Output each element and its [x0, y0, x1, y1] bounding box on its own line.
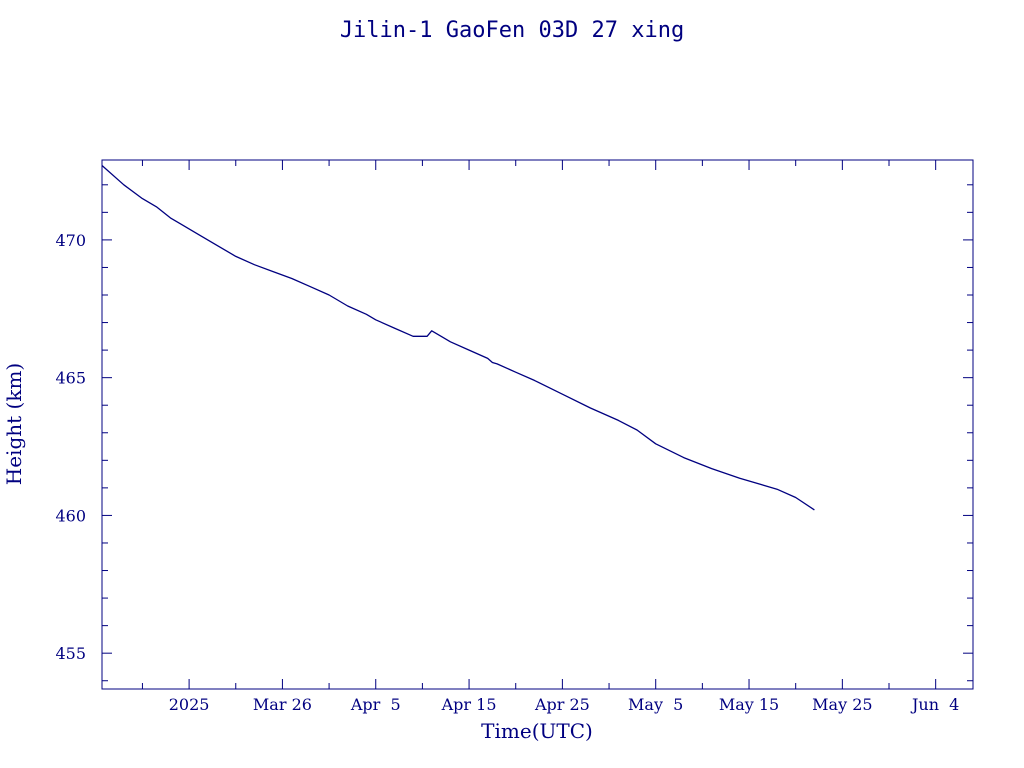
x-tick-label: 2025 [169, 695, 210, 714]
x-tick-label: Apr 15 [441, 695, 497, 714]
x-tick-label: May 5 [628, 695, 683, 714]
height-series-line [101, 165, 815, 511]
x-axis: 2025 Mar 26 Apr 5 Apr 15 Apr 25 May 5 May 15 Ma… [141, 160, 959, 714]
x-tick-label: Apr 5 [350, 695, 401, 714]
x-tick-label: Apr 25 [534, 695, 590, 714]
x-axis-label: Time(UTC) [481, 719, 593, 743]
y-tick-label: 455 [55, 644, 86, 663]
chart-title: Jilin-1 GaoFen 03D 27 xing [340, 18, 684, 43]
y-axis-label: Height (km) [2, 363, 26, 485]
x-tick-label: May 15 [719, 695, 779, 714]
y-tick-label: 465 [55, 369, 86, 388]
y-tick-label: 470 [55, 231, 86, 250]
x-tick-label: Mar 26 [253, 695, 312, 714]
y-tick-label: 460 [55, 506, 86, 525]
y-axis: 455 460 465 470 [55, 184, 973, 682]
plot-frame [101, 159, 974, 690]
x-tick-label: Jun 4 [910, 695, 959, 714]
x-tick-label: May 25 [812, 695, 872, 714]
